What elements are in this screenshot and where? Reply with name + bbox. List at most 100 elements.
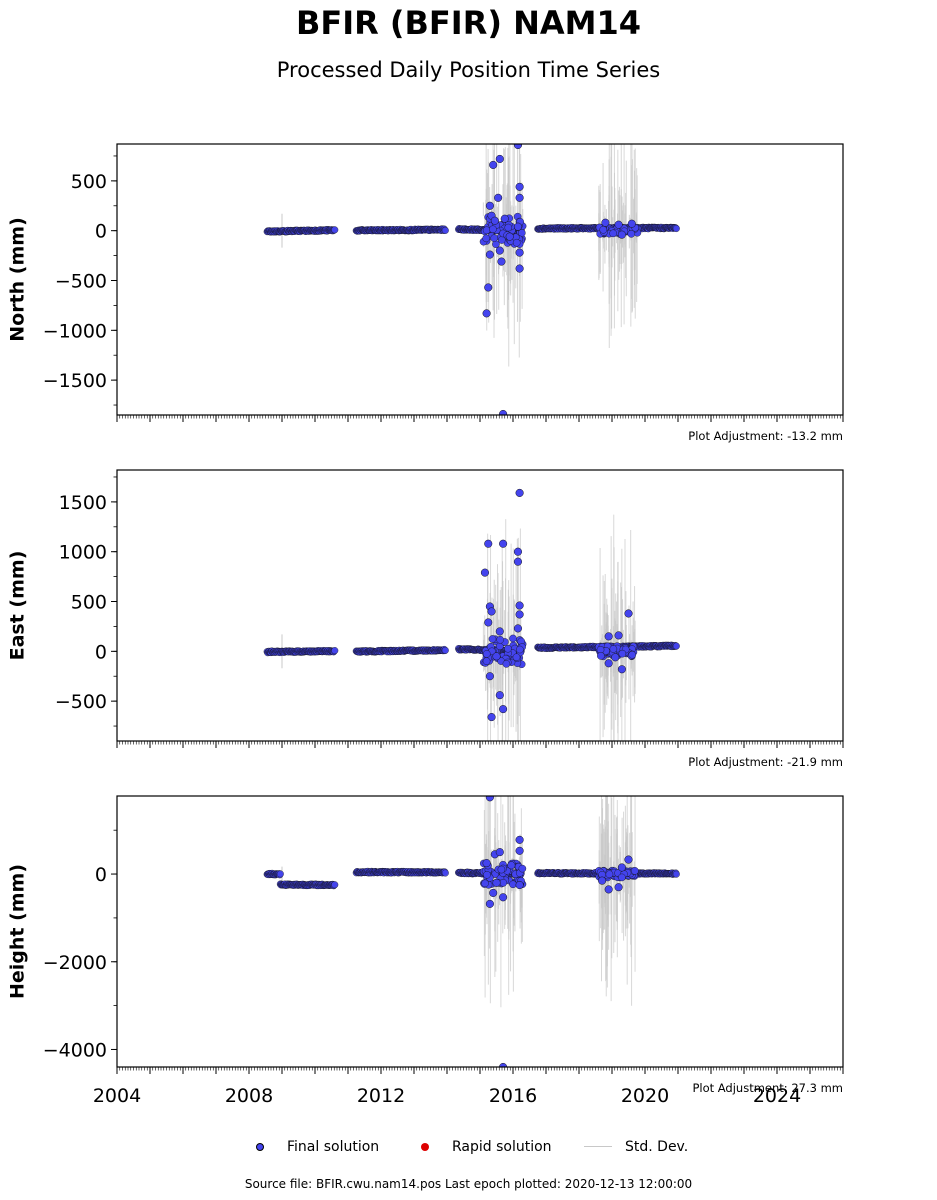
outlier-point — [485, 899, 494, 908]
outlier-point — [489, 888, 498, 897]
outlier-point — [499, 893, 508, 902]
data-point — [631, 867, 639, 875]
outlier-point — [515, 182, 524, 191]
outlier-point — [492, 878, 501, 887]
data-point — [482, 650, 491, 658]
outlier-point — [604, 632, 613, 641]
outlier-point — [515, 880, 524, 890]
outlier-point — [604, 885, 613, 894]
y-tick-label: 0 — [95, 641, 107, 663]
outlier-point — [624, 855, 633, 864]
data-point — [483, 871, 491, 879]
panel-3: 0 −2000 −4000 Height (mm) Plot Adjustment: 2… — [7, 795, 844, 1107]
data-point — [331, 226, 339, 234]
legend-rapid-label: Rapid solution — [452, 1139, 552, 1155]
y-tick-label: −500 — [55, 270, 107, 292]
outlier-point — [499, 705, 508, 714]
x-tick-label: 2016 — [489, 1085, 537, 1107]
data-point — [504, 644, 512, 653]
panel-1: 500 0 −500 −1000 −1500 North (mm) Plot Adjustm… — [7, 143, 844, 443]
page-subtitle: Processed Daily Position Time Series — [276, 58, 661, 82]
data-point — [609, 645, 618, 653]
data-point — [672, 870, 680, 878]
data-point — [618, 873, 626, 882]
outlier-point — [485, 250, 494, 259]
data-point — [499, 878, 508, 887]
outlier-point — [485, 201, 494, 210]
legend-final-label: Final solution — [287, 1139, 380, 1155]
source-footer: Source file: BFIR.cwu.nam14.pos Last epo… — [244, 1177, 693, 1191]
panel-2: 1500 1000 500 0 −500 East (mm) Plot Adjustment… — [7, 469, 844, 769]
outlier-point — [487, 713, 496, 722]
outlier-point — [495, 848, 504, 857]
data-point — [518, 864, 527, 873]
data-point — [441, 646, 449, 654]
outlier-point — [497, 257, 506, 266]
outlier-point — [482, 859, 491, 868]
outlier-point — [499, 409, 508, 415]
panel-data — [263, 144, 680, 415]
outlier-point — [515, 610, 524, 619]
outlier-point — [495, 154, 504, 163]
data-point — [441, 226, 449, 234]
page-title: BFIR (BFIR) NAM14 — [295, 4, 642, 42]
outlier-point — [614, 220, 623, 229]
panel-data — [263, 488, 680, 741]
y-tick-label: 0 — [95, 221, 107, 243]
data-point — [599, 225, 608, 234]
outlier-point — [494, 193, 503, 202]
outlier-point — [480, 568, 490, 577]
y-tick-label: −500 — [55, 691, 107, 713]
data-point — [618, 649, 627, 658]
outlier-point — [614, 883, 623, 892]
outlier-point — [487, 607, 496, 616]
outlier-point — [515, 846, 524, 855]
data-point — [331, 647, 339, 655]
data-point — [512, 238, 521, 247]
y-tick-label: −1500 — [43, 370, 107, 392]
outlier-point — [485, 796, 494, 802]
data-point — [276, 870, 284, 878]
y-tick-label: 0 — [95, 864, 107, 886]
y-tick-label: −4000 — [43, 1039, 107, 1061]
outlier-point — [485, 672, 494, 681]
plot-adjustment-label: Plot Adjustment: -21.9 mm — [688, 755, 843, 769]
final-marker-icon — [256, 1143, 264, 1151]
data-point — [488, 635, 497, 643]
y-tick-label: 1000 — [59, 542, 107, 564]
data-point — [597, 652, 605, 660]
panel-data — [263, 796, 680, 1067]
data-point — [502, 660, 511, 668]
outlier-point — [624, 609, 633, 618]
outlier-point — [515, 193, 524, 202]
outlier-point — [484, 283, 493, 292]
outlier-point — [495, 627, 504, 636]
outlier-point — [513, 144, 522, 150]
y-axis-label: North (mm) — [7, 217, 29, 342]
outlier-point — [484, 539, 493, 548]
outlier-point — [617, 230, 626, 239]
legend: Final solution Rapid solution Std. Dev. — [0, 1137, 937, 1157]
data-point — [509, 634, 517, 643]
x-tick-label: 2004 — [93, 1085, 141, 1107]
outlier-point — [515, 248, 524, 257]
outlier-point — [611, 653, 620, 662]
y-tick-label: 500 — [71, 171, 107, 193]
outlier-point — [513, 624, 523, 633]
data-point — [496, 635, 504, 644]
outlier-point — [515, 264, 524, 273]
data-point — [504, 223, 513, 232]
y-axis-label: Height (mm) — [7, 864, 29, 999]
legend-std-label: Std. Dev. — [625, 1139, 689, 1155]
data-point — [512, 653, 521, 662]
y-axis-label: East (mm) — [7, 551, 29, 661]
outlier-point — [515, 601, 524, 610]
data-point — [481, 879, 489, 888]
plot-adjustment-label: Plot Adjustment: 27.3 mm — [692, 1081, 843, 1095]
outlier-point — [492, 652, 501, 661]
outlier-point — [513, 557, 523, 566]
data-point — [482, 226, 491, 235]
outlier-point — [604, 659, 613, 668]
plot-adjustment-label: Plot Adjustment: -13.2 mm — [688, 429, 843, 443]
